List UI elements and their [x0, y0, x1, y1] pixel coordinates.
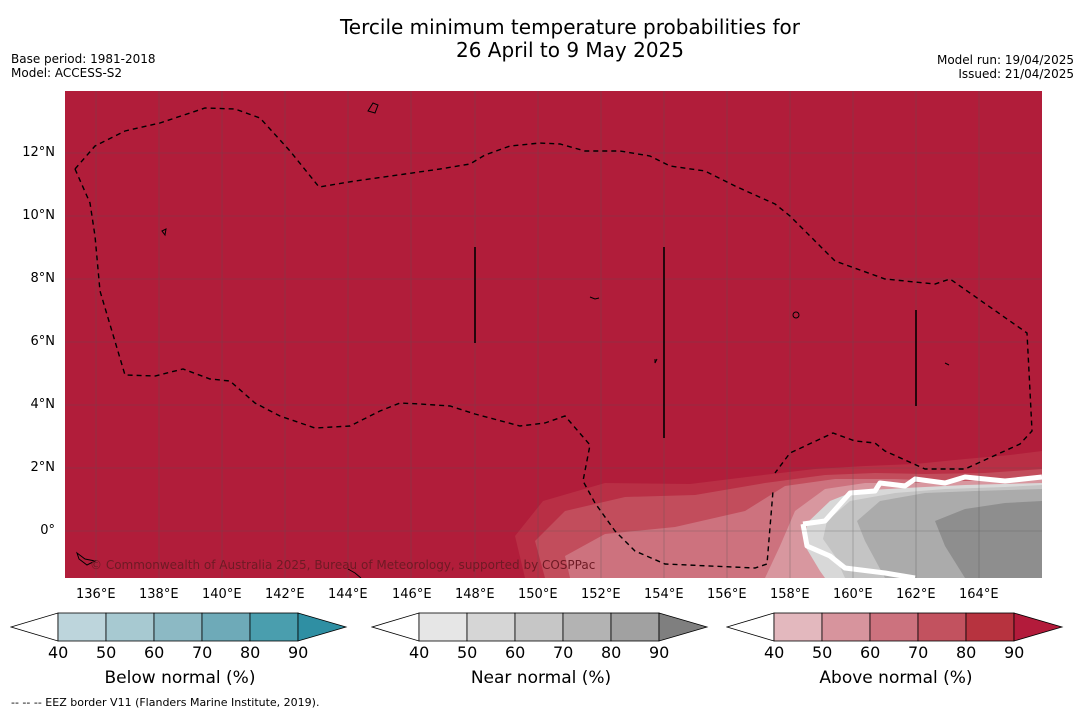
- lon-tick: 144°E: [328, 587, 368, 602]
- colorbar-swatch: [418, 612, 468, 642]
- colorbar-swatch: [514, 612, 564, 642]
- chart-title: Tercile minimum temperature probabilitie…: [339, 15, 801, 39]
- colorbar-swatch: [57, 612, 107, 642]
- lat-tick: 0°: [40, 523, 55, 538]
- colorbar-tick-label: 70: [192, 643, 213, 662]
- colorbar-tick-label: 90: [1004, 643, 1025, 662]
- colorbar-extend-high: [1013, 612, 1064, 642]
- colorbar-swatch: [610, 612, 660, 642]
- colorbar-tick-label: 90: [288, 643, 309, 662]
- colorbar-swatch: [965, 612, 1015, 642]
- lon-tick: 150°E: [518, 587, 558, 602]
- contour-region: [515, 451, 1042, 578]
- lon-tick: 160°E: [833, 587, 873, 602]
- colorbar-swatch: [773, 612, 823, 642]
- colorbar-tick-label: 40: [48, 643, 69, 662]
- colorbar-extend-low: [10, 612, 59, 642]
- colorbar-tick-label: 50: [96, 643, 117, 662]
- colorbar-extend-high: [658, 612, 709, 642]
- lat-tick: 4°N: [30, 397, 56, 412]
- colorbar-extend-low: [726, 612, 775, 642]
- colorbar-swatch: [917, 612, 967, 642]
- lat-tick: 8°N: [30, 271, 56, 286]
- colorbar-swatch: [821, 612, 871, 642]
- colorbar-swatch: [105, 612, 155, 642]
- lon-tick: 152°E: [581, 587, 621, 602]
- colorbar-swatch: [466, 612, 516, 642]
- lon-tick: 158°E: [770, 587, 810, 602]
- colorbar-tick-label: 80: [956, 643, 977, 662]
- colorbar-tick-label: 60: [860, 643, 881, 662]
- colorbar-swatch: [201, 612, 251, 642]
- colorbar-title-above: Above normal (%): [819, 668, 973, 688]
- colorbar-tick-label: 80: [240, 643, 261, 662]
- colorbar-tick-label: 70: [553, 643, 574, 662]
- lon-tick: 140°E: [202, 587, 242, 602]
- colorbar-extend-low: [371, 612, 420, 642]
- colorbar-title-near: Near normal (%): [470, 668, 612, 688]
- gridlines: [65, 91, 1042, 578]
- colorbar-tick-label: 40: [409, 643, 430, 662]
- model-run-date: Model run: 19/04/2025: [936, 53, 1074, 67]
- colorbar-swatch: [249, 612, 299, 642]
- colorbar-swatch: [153, 612, 203, 642]
- colorbar-tick-label: 60: [144, 643, 165, 662]
- colorbar-swatch: [562, 612, 612, 642]
- colorbar-tick-label: 90: [649, 643, 670, 662]
- lon-tick: 156°E: [707, 587, 747, 602]
- model-name: Model: ACCESS-S2: [11, 66, 123, 80]
- lat-tick: 12°N: [22, 145, 55, 160]
- lat-tick: 10°N: [22, 208, 55, 223]
- colorbar-tick-label: 40: [764, 643, 785, 662]
- colorbar-above-normal: [726, 612, 1064, 642]
- colorbar-tick-label: 70: [908, 643, 929, 662]
- issued-date: Issued: 21/04/2025: [958, 67, 1074, 81]
- lon-tick: 138°E: [139, 587, 179, 602]
- base-period: Base period: 1981-2018: [11, 52, 156, 66]
- colorbar-swatch: [869, 612, 919, 642]
- lon-tick: 146°E: [392, 587, 432, 602]
- lat-tick: 2°N: [30, 460, 56, 475]
- lon-tick: 154°E: [644, 587, 684, 602]
- islands: [76, 102, 950, 578]
- colorbar-tick-label: 60: [505, 643, 526, 662]
- colorbar-title-below: Below normal (%): [104, 668, 256, 688]
- colorbar-below-normal: [10, 612, 348, 642]
- colorbar-near-normal: [371, 612, 709, 642]
- colorbar-extend-high: [297, 612, 348, 642]
- chart-subtitle: 26 April to 9 May 2025: [456, 38, 684, 62]
- lon-tick: 164°E: [959, 587, 999, 602]
- colorbar-tick-label: 50: [457, 643, 478, 662]
- colorbar-tick-label: 50: [812, 643, 833, 662]
- footnote: -- -- -- EEZ border V11 (Flanders Marine…: [11, 696, 320, 709]
- lat-tick: 6°N: [30, 334, 56, 349]
- lon-tick: 148°E: [455, 587, 495, 602]
- solid-borders: [474, 247, 917, 438]
- lon-tick: 142°E: [265, 587, 305, 602]
- eez-borders: [74, 107, 1033, 569]
- colorbar-tick-label: 80: [601, 643, 622, 662]
- lon-tick: 136°E: [76, 587, 116, 602]
- lon-tick: 162°E: [896, 587, 936, 602]
- copyright-notice: © Commonwealth of Australia 2025, Bureau…: [90, 558, 596, 572]
- probability-map: [65, 91, 1042, 578]
